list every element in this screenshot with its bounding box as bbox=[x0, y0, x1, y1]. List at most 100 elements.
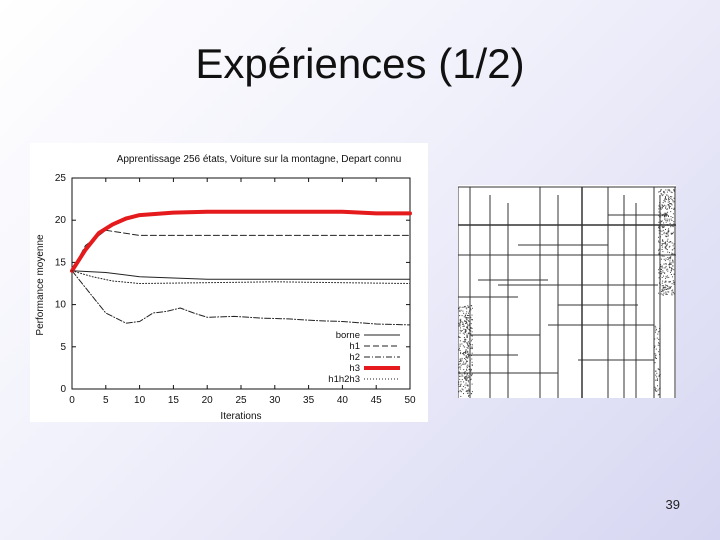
speckle-dot bbox=[667, 285, 669, 287]
speckle-dot bbox=[672, 213, 674, 215]
speckle-dot bbox=[673, 207, 675, 209]
speckle-dot bbox=[463, 324, 465, 326]
speckle-dot bbox=[661, 230, 663, 232]
speckle-dot bbox=[467, 328, 469, 330]
speckle-dot bbox=[463, 371, 465, 373]
speckle-dot bbox=[670, 225, 672, 227]
speckle-dot bbox=[662, 294, 664, 296]
speckle-dot bbox=[465, 377, 467, 379]
speckle-dot bbox=[471, 364, 473, 366]
speckle-dot bbox=[465, 329, 467, 331]
speckle-dot bbox=[460, 321, 462, 323]
speckle-dot bbox=[661, 282, 663, 284]
speckle-dot bbox=[665, 194, 667, 196]
speckle-dot bbox=[458, 363, 460, 365]
speckle-dot bbox=[461, 330, 463, 331]
speckle-dot bbox=[665, 258, 667, 260]
speckle-dot bbox=[470, 379, 471, 381]
speckle-dot bbox=[466, 333, 468, 335]
speckle-dot bbox=[460, 320, 461, 321]
speckle-dot bbox=[470, 327, 472, 328]
speckle-dot bbox=[460, 360, 462, 361]
speckle-dot bbox=[461, 321, 463, 323]
speckle-dot bbox=[469, 372, 471, 374]
speckle-dot bbox=[670, 267, 672, 269]
partition-tree-figure bbox=[457, 185, 676, 398]
speckle-dot bbox=[466, 368, 467, 370]
speckle-dot bbox=[658, 374, 660, 376]
speckle-dot bbox=[657, 378, 658, 380]
speckle-dot bbox=[658, 272, 660, 274]
speckle-dot bbox=[666, 208, 668, 210]
speckle-dot bbox=[468, 394, 470, 396]
speckle-dot bbox=[659, 241, 661, 243]
speckle-dot bbox=[468, 320, 470, 322]
speckle-dot bbox=[659, 374, 661, 375]
speckle-dot bbox=[661, 272, 663, 274]
speckle-dot bbox=[667, 238, 669, 240]
speckle-dot bbox=[654, 386, 656, 388]
speckle-dot bbox=[662, 227, 664, 229]
speckle-dot bbox=[463, 353, 465, 355]
speckle-dot bbox=[661, 221, 662, 223]
speckle-dot bbox=[460, 390, 462, 392]
speckle-dot bbox=[470, 316, 472, 318]
speckle-dot bbox=[462, 332, 464, 334]
speckle-dot bbox=[663, 258, 665, 260]
speckle-dot bbox=[660, 194, 662, 196]
speckle-dot bbox=[673, 221, 675, 223]
speckle-dot bbox=[466, 322, 468, 324]
speckle-dot bbox=[458, 381, 459, 383]
speckle-dot bbox=[665, 287, 667, 289]
speckle-dot bbox=[463, 312, 465, 314]
speckle-dot bbox=[658, 388, 660, 390]
speckle-dot bbox=[458, 391, 460, 393]
speckle-dot bbox=[464, 346, 466, 348]
speckle-dot bbox=[667, 288, 669, 290]
speckle-dot bbox=[468, 333, 470, 335]
speckle-dot bbox=[665, 242, 667, 244]
speckle-dot bbox=[662, 251, 664, 253]
speckle-dot bbox=[467, 344, 469, 345]
speckle-dot bbox=[663, 226, 665, 228]
speckle-dot bbox=[662, 239, 664, 241]
speckle-dot bbox=[665, 213, 667, 215]
speckle-dot bbox=[466, 360, 468, 362]
speckle-dot bbox=[665, 221, 667, 223]
speckle-dot bbox=[658, 240, 659, 242]
speckle-dot bbox=[668, 215, 669, 217]
speckle-dot bbox=[469, 306, 471, 308]
speckle-dot bbox=[662, 195, 664, 197]
speckle-dot bbox=[460, 383, 462, 385]
speckle-dot bbox=[459, 375, 460, 377]
speckle-dot bbox=[464, 340, 466, 342]
speckle-dot bbox=[661, 243, 663, 244]
speckle-dot bbox=[665, 220, 667, 221]
speckle-dot bbox=[667, 220, 668, 222]
speckle-dot bbox=[659, 267, 660, 269]
speckle-dot bbox=[672, 280, 674, 282]
speckle-dot bbox=[466, 375, 468, 377]
speckle-dot bbox=[655, 327, 657, 329]
speckle-dot bbox=[466, 357, 468, 359]
speckle-dot bbox=[466, 367, 468, 369]
speckle-dot bbox=[462, 375, 464, 377]
speckle-dot bbox=[660, 230, 661, 232]
speckle-dot bbox=[469, 355, 471, 357]
speckle-dot bbox=[657, 368, 659, 370]
speckle-dot bbox=[468, 332, 470, 334]
speckle-dot bbox=[669, 206, 671, 207]
speckle-dot bbox=[666, 243, 668, 245]
speckle-dot bbox=[658, 277, 660, 279]
speckle-dot bbox=[668, 220, 670, 222]
speckle-dot bbox=[669, 263, 671, 265]
speckle-dot bbox=[670, 197, 672, 199]
speckle-dot bbox=[471, 393, 473, 395]
speckle-dot bbox=[659, 286, 661, 288]
speckle-dot bbox=[471, 340, 472, 342]
speckle-dot bbox=[466, 327, 468, 329]
speckle-dot bbox=[464, 363, 466, 365]
speckle-dot bbox=[673, 189, 675, 191]
speckle-dot bbox=[458, 307, 460, 309]
speckle-dot bbox=[662, 287, 664, 289]
